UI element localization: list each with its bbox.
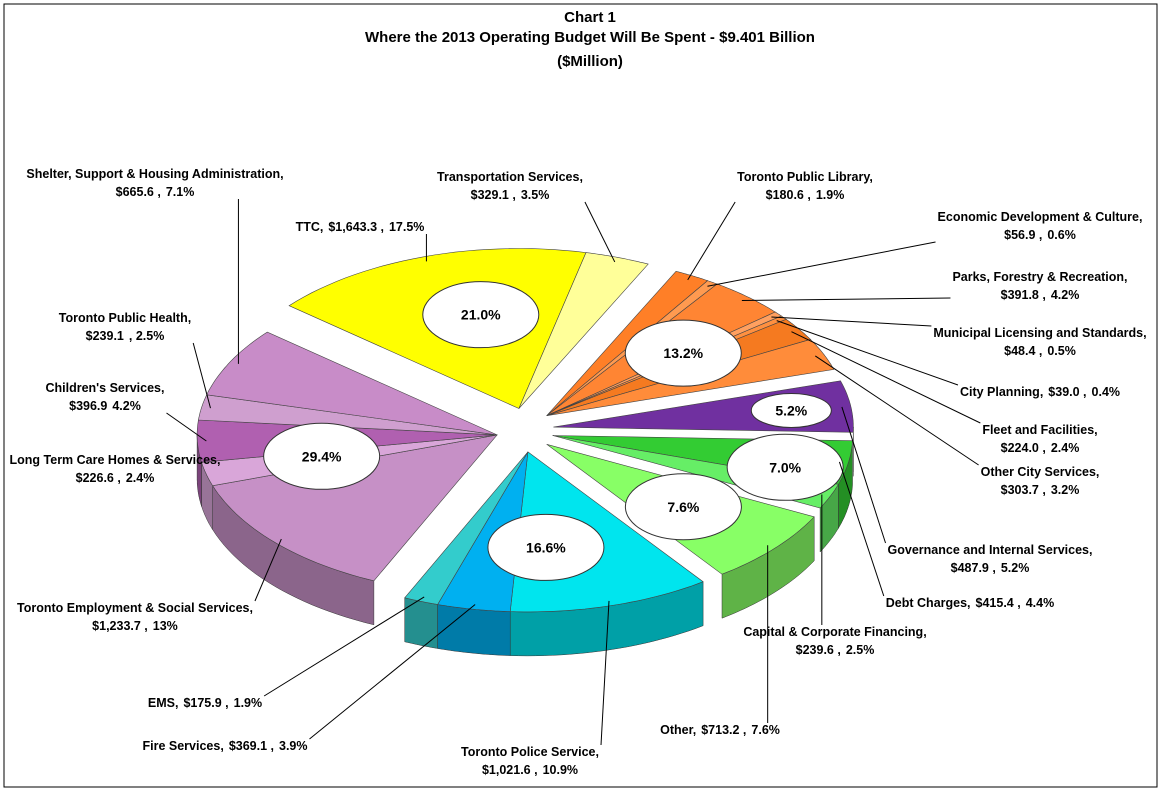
label-percent: 0.6% (1047, 228, 1076, 242)
label-name: Parks, Forestry & Recreation, (952, 270, 1127, 284)
label-percent: 4.4% (1026, 596, 1055, 610)
label-percent: 2.4% (126, 471, 155, 485)
label-value: $391.8 , (1001, 288, 1046, 302)
label-value: $226.6 , (76, 471, 121, 485)
label-percent: 3.5% (521, 188, 550, 202)
label-value: $180.6 , (766, 188, 811, 202)
label-name: Shelter, Support & Housing Administratio… (26, 167, 283, 181)
label-name: City Planning, (960, 385, 1043, 399)
label-percent: 2.4% (1051, 441, 1080, 455)
label-name: Governance and Internal Services, (888, 543, 1093, 557)
label-value: $1,643.3 , (328, 220, 384, 234)
label-percent: 13% (153, 619, 178, 633)
label-name: Toronto Public Health, (59, 311, 191, 325)
label-value: $665.6 , (116, 185, 161, 199)
label-value: $713.2 , (701, 723, 746, 737)
label-percent: 1.9% (234, 696, 263, 710)
label-name: Children's Services, (45, 381, 164, 395)
chart-title: Chart 1 (564, 9, 616, 26)
group-label: 29.4% (302, 448, 342, 464)
label-name: Other City Services, (981, 465, 1100, 479)
label-value: $239.1 (86, 329, 124, 343)
label-name: Toronto Public Library, (737, 170, 873, 184)
label-name: Capital & Corporate Financing, (743, 625, 926, 639)
slice-label: TTC, $1,643.3 , 17.5% (296, 220, 425, 234)
label-name: Fleet and Facilities, (982, 423, 1097, 437)
unit-label: ($Million) (557, 53, 623, 70)
group-label: 21.0% (461, 307, 501, 323)
label-name: Other, (660, 723, 696, 737)
label-name: Economic Development & Culture, (938, 210, 1143, 224)
label-percent: 7.1% (166, 185, 195, 199)
label-percent: 10.9% (543, 763, 578, 777)
label-percent: 17.5% (389, 220, 424, 234)
label-value: $487.9 , (951, 561, 996, 575)
label-name: Debt Charges, (886, 596, 971, 610)
slice-side (438, 605, 511, 656)
label-percent: , 2.5% (129, 329, 164, 343)
label-percent: 4.2% (1051, 288, 1080, 302)
slice-label: Other, $713.2 , 7.6% (660, 723, 780, 737)
label-name: Fire Services, (143, 739, 224, 753)
label-value: $415.4 , (976, 596, 1021, 610)
label-value: $1,021.6 , (482, 763, 538, 777)
label-value: $39.0 , (1048, 385, 1086, 399)
label-percent: 7.6% (751, 723, 780, 737)
label-name: Long Term Care Homes & Services, (10, 453, 221, 467)
label-percent: 2.5% (846, 643, 875, 657)
slice-label: Debt Charges, $415.4 , 4.4% (886, 596, 1054, 610)
label-percent: 5.2% (1001, 561, 1030, 575)
label-percent: 3.2% (1051, 483, 1080, 497)
group-label: 5.2% (775, 402, 807, 418)
label-name: Transportation Services, (437, 170, 583, 184)
label-value: $1,233.7 , (92, 619, 148, 633)
label-percent: 4.2% (112, 399, 141, 413)
slice-label: EMS, $175.9 , 1.9% (148, 696, 262, 710)
slice-label: City Planning, $39.0 , 0.4% (960, 385, 1120, 399)
label-percent: 0.5% (1047, 344, 1076, 358)
group-label: 7.0% (769, 459, 801, 475)
label-name: Toronto Employment & Social Services, (17, 601, 253, 615)
label-name: EMS, (148, 696, 179, 710)
label-value: $175.9 , (183, 696, 228, 710)
label-value: $56.9 , (1004, 228, 1042, 242)
chart-subtitle: Where the 2013 Operating Budget Will Be … (365, 29, 815, 46)
label-value: $369.1 , (229, 739, 274, 753)
group-label: 7.6% (667, 499, 699, 515)
label-value: $224.0 , (1001, 441, 1046, 455)
label-name: Toronto Police Service, (461, 745, 599, 759)
group-label: 16.6% (526, 539, 566, 555)
label-value: $48.4 , (1004, 344, 1042, 358)
label-value: $239.6 , (796, 643, 841, 657)
label-name: TTC, (296, 220, 324, 234)
label-percent: 1.9% (816, 188, 845, 202)
label-percent: 3.9% (279, 739, 308, 753)
label-value: $303.7 , (1001, 483, 1046, 497)
label-percent: 0.4% (1092, 385, 1121, 399)
label-value: $329.1 , (471, 188, 516, 202)
label-value: $396.9 (69, 399, 107, 413)
group-label: 13.2% (663, 345, 703, 361)
label-name: Municipal Licensing and Standards, (933, 326, 1146, 340)
